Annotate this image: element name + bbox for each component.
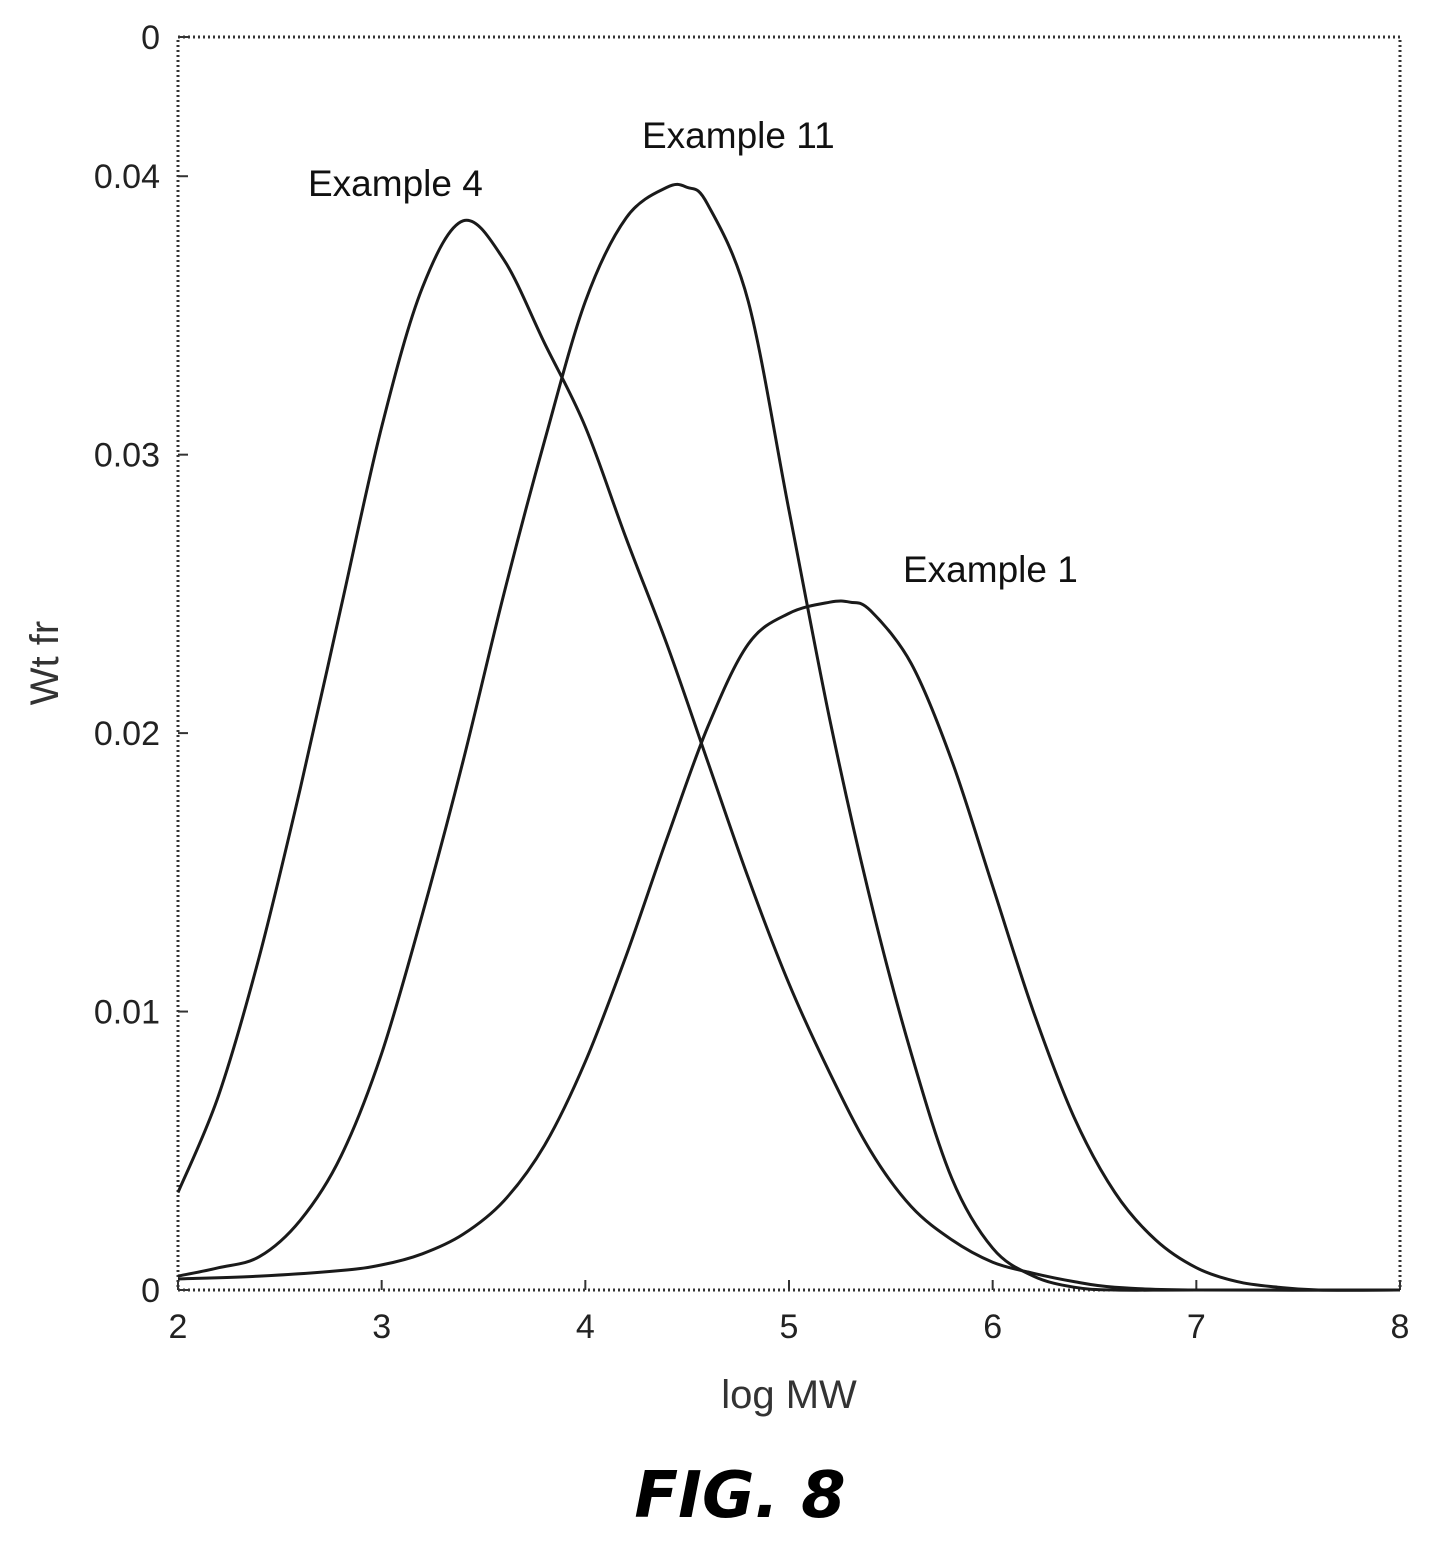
x-tick-label: 6 xyxy=(983,1308,1002,1346)
x-tick-label: 7 xyxy=(1187,1308,1206,1346)
x-axis-ticks: 2 3 4 5 6 7 8 xyxy=(169,1280,1410,1346)
x-axis-label: log MW xyxy=(721,1373,857,1417)
y-axis-ticks: 0 0.01 0.02 0.03 0.04 0 xyxy=(94,19,188,1310)
series-line-example-11 xyxy=(177,182,1400,1292)
series-line-example-4 xyxy=(176,218,1401,1292)
series-label-example-11: Example 11 xyxy=(642,115,835,156)
y-tick-label: 0 xyxy=(141,19,160,57)
series-label-example-1: Example 1 xyxy=(903,549,1078,590)
x-tick-label: 5 xyxy=(780,1308,799,1346)
figure-caption: FIG. 8 xyxy=(634,1459,845,1533)
y-tick-label: 0.02 xyxy=(94,715,160,753)
series-curves xyxy=(176,182,1401,1292)
x-tick-label: 4 xyxy=(576,1308,595,1346)
y-axis-label: Wt fr xyxy=(23,621,67,705)
y-tick-label: 0.03 xyxy=(94,437,160,475)
x-tick-label: 3 xyxy=(372,1308,391,1346)
y-tick-label: 0.04 xyxy=(94,158,160,196)
series-label-example-4: Example 4 xyxy=(308,163,483,204)
y-tick-label: 0.01 xyxy=(94,994,160,1032)
x-tick-label: 8 xyxy=(1391,1308,1410,1346)
y-tick-label: 0 xyxy=(141,1272,160,1310)
series-line-example-1 xyxy=(177,599,1401,1292)
plot-frame xyxy=(176,35,1402,1292)
x-tick-label: 2 xyxy=(169,1308,188,1346)
